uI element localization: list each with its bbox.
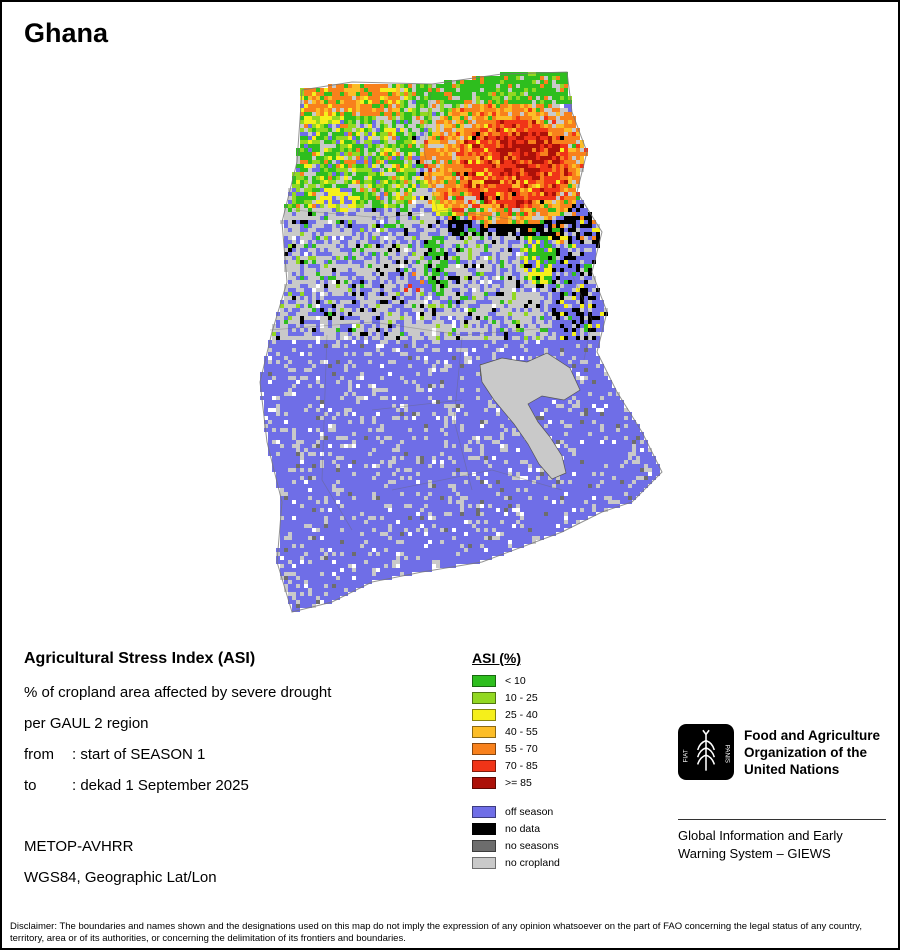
wheat-icon xyxy=(696,729,716,771)
legend-item: no data xyxy=(472,823,662,835)
org-name-line: Organization of the xyxy=(744,744,867,760)
legend-label: < 10 xyxy=(505,675,526,687)
map-container xyxy=(232,60,682,650)
legend-label: >= 85 xyxy=(505,777,532,789)
legend-item: >= 85 xyxy=(472,777,662,789)
to-value: : dekad 1 September 2025 xyxy=(72,777,249,794)
legend-label: 40 - 55 xyxy=(505,726,538,738)
from-line: from : start of SEASON 1 xyxy=(24,746,464,763)
country-outline xyxy=(259,71,663,613)
info-region-level: per GAUL 2 region xyxy=(24,715,149,732)
color-swatch xyxy=(472,760,496,772)
legend-item: no seasons xyxy=(472,840,662,852)
org-name-line: United Nations xyxy=(744,761,840,777)
fao-logo-icon: FIAT PANIS xyxy=(678,724,734,780)
color-swatch xyxy=(472,777,496,789)
giews-line: Global Information and Early xyxy=(678,828,843,843)
color-swatch xyxy=(472,743,496,755)
projection-label: WGS84, Geographic Lat/Lon xyxy=(24,869,217,886)
legend-label: 10 - 25 xyxy=(505,692,538,704)
disclaimer-text: Disclaimer: The boundaries and names sho… xyxy=(10,921,862,944)
org-name-line: Food and Agriculture xyxy=(744,727,880,743)
from-value: : start of SEASON 1 xyxy=(72,746,206,763)
color-swatch xyxy=(472,675,496,687)
lake-volta xyxy=(479,352,581,480)
legend-item: 10 - 25 xyxy=(472,692,662,704)
color-swatch xyxy=(472,726,496,738)
legend-label: no seasons xyxy=(505,840,559,852)
color-swatch xyxy=(472,823,496,835)
giews-label: Global Information and Early Warning Sys… xyxy=(678,827,843,863)
info-block: Agricultural Stress Index (ASI) % of cro… xyxy=(24,650,464,886)
fao-block: FIAT PANIS Food and Agriculture Organiza… xyxy=(678,724,890,780)
info-description: % of cropland area affected by severe dr… xyxy=(24,684,332,701)
legend-label: no data xyxy=(505,823,541,835)
legend-gap xyxy=(472,794,662,806)
giews-line: Warning System – GIEWS xyxy=(678,846,831,861)
map-legend: ASI (%) < 10 10 - 25 25 - 40 40 - 55 55 - 70… xyxy=(472,650,662,874)
color-swatch xyxy=(472,692,496,704)
legend-label: 55 - 70 xyxy=(505,743,538,755)
legend-item: 40 - 55 xyxy=(472,726,662,738)
legend-item: 55 - 70 xyxy=(472,743,662,755)
ghana-asi-map xyxy=(259,71,663,613)
color-swatch xyxy=(472,806,496,818)
legend-item: 25 - 40 xyxy=(472,709,662,721)
panis-text: PANIS xyxy=(724,745,731,763)
asi-legend-list: < 10 10 - 25 25 - 40 40 - 55 55 - 70 70 - 85 >… xyxy=(472,675,662,789)
legend-label: 70 - 85 xyxy=(505,760,538,772)
color-swatch xyxy=(472,840,496,852)
page-title: Ghana xyxy=(24,18,109,48)
season-legend-list: off season no data no seasons no cropland xyxy=(472,806,662,869)
from-label: from xyxy=(24,746,54,763)
legend-item: no cropland xyxy=(472,857,662,869)
legend-label: 25 - 40 xyxy=(505,709,538,721)
color-swatch xyxy=(472,709,496,721)
org-divider xyxy=(678,819,886,820)
sensor-label: METOP-AVHRR xyxy=(24,838,134,855)
admin-boundaries xyxy=(269,84,593,531)
legend-label: no cropland xyxy=(505,857,560,869)
legend-item: off season xyxy=(472,806,662,818)
to-label: to xyxy=(24,777,37,794)
org-name: Food and Agriculture Organization of the… xyxy=(744,727,880,778)
legend-label: off season xyxy=(505,806,554,818)
to-line: to : dekad 1 September 2025 xyxy=(24,777,464,794)
color-swatch xyxy=(472,857,496,869)
fiat-text: FIAT xyxy=(682,749,689,762)
info-heading: Agricultural Stress Index (ASI) xyxy=(24,650,256,667)
legend-item: < 10 xyxy=(472,675,662,687)
legend-item: 70 - 85 xyxy=(472,760,662,772)
legend-title: ASI (%) xyxy=(472,650,521,666)
